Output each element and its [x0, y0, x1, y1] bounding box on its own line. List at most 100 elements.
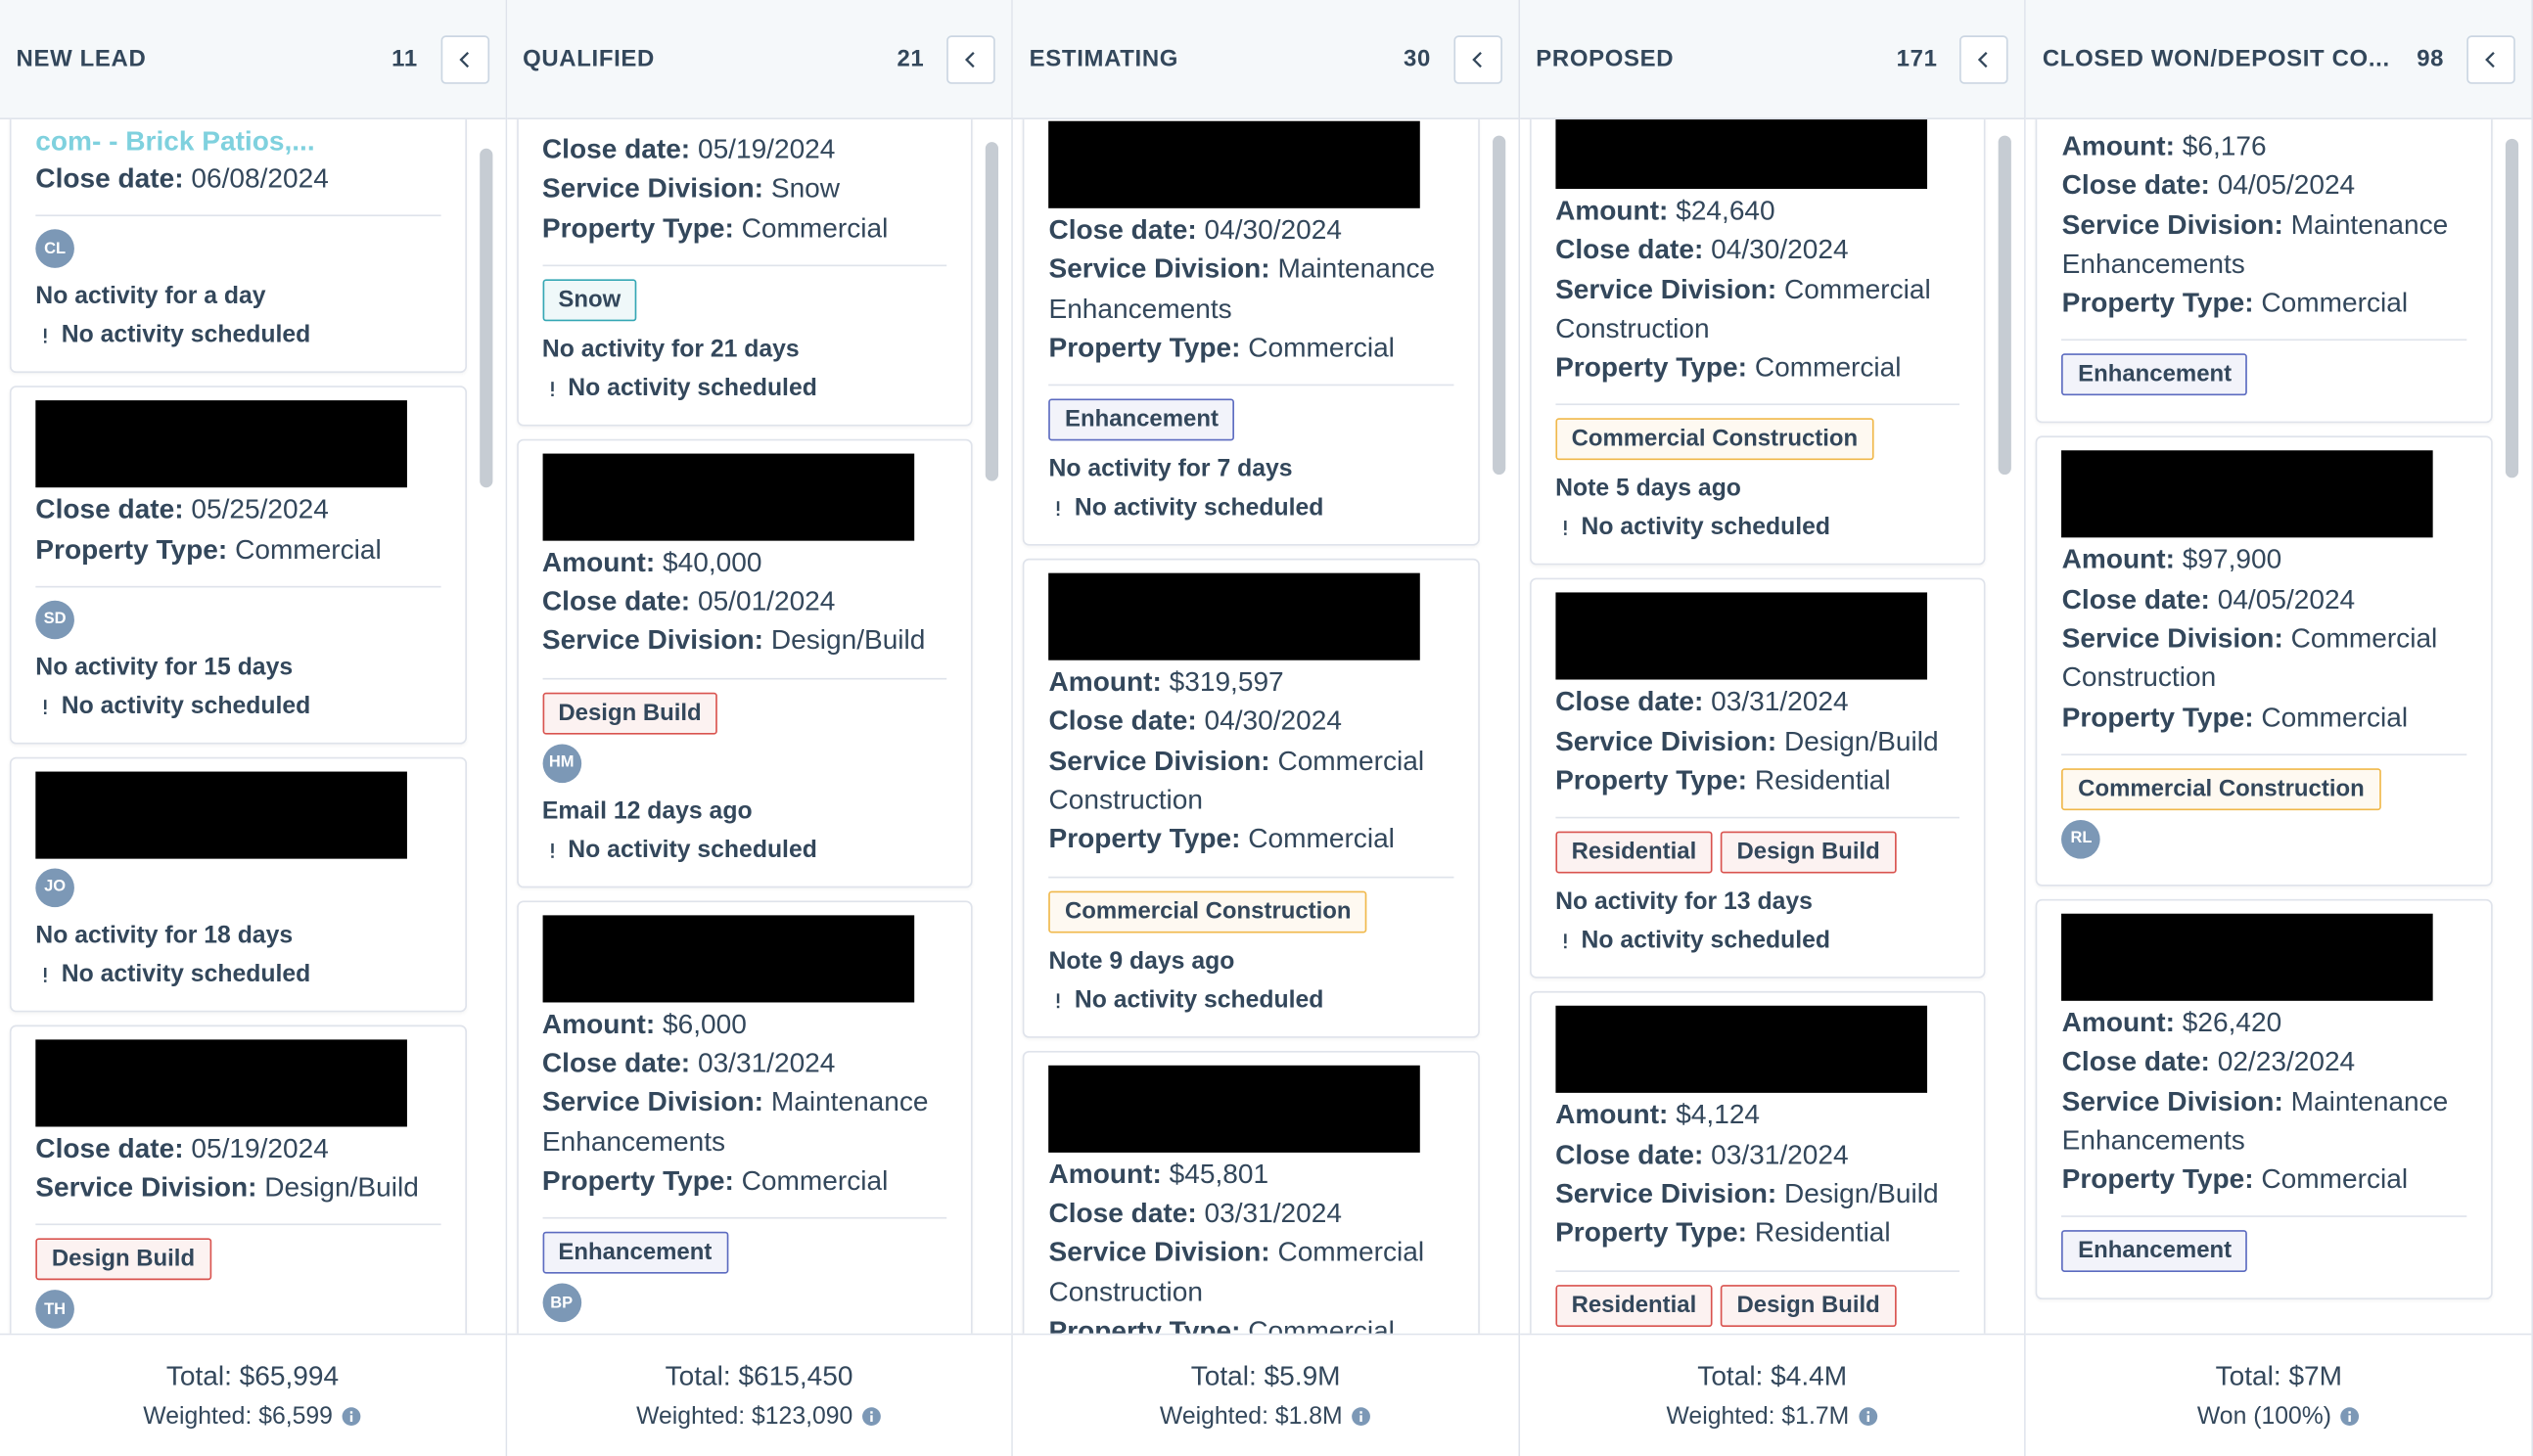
collapse-button[interactable] [2466, 34, 2515, 83]
collapse-button[interactable] [1453, 34, 1502, 83]
field-label: Amount: [1048, 666, 1162, 698]
field-value: 03/31/2024 [1711, 686, 1849, 718]
redacted-block [1048, 1065, 1421, 1153]
pipeline-column: NEW LEAD 11 com- - Brick Patios,... Close d… [0, 0, 507, 1456]
column-body: Close date: 04/30/2024 Service Division: … [1013, 119, 1519, 1334]
collapse-button[interactable] [946, 34, 996, 83]
deal-card[interactable]: Close date: 05/25/2024 Property Type: Com… [9, 386, 467, 745]
deal-card[interactable]: JO No activity for 18 days No activity sch… [9, 756, 467, 1013]
deal-card[interactable]: Close date: 05/19/2024 Service Division: … [9, 1024, 467, 1334]
field-value: 06/08/2024 [191, 162, 329, 194]
field-label: Close date: [1048, 705, 1197, 738]
field-value: Design/Build [1784, 726, 1939, 757]
deal-card[interactable]: Close date: 04/30/2024 Service Division: … [1023, 119, 1480, 546]
owner-avatar: TH [35, 1290, 74, 1330]
tag: Commercial Construction [1555, 419, 1874, 461]
field-label: Property Type: [2061, 287, 2254, 319]
scrollbar [479, 148, 492, 488]
deal-card[interactable]: com- - Brick Patios,... Close date: 06/08… [9, 119, 467, 374]
field-label: Close date: [2061, 1046, 2210, 1077]
deal-field: Service Division: Maintenance Enhancemen… [1048, 250, 1453, 329]
field-label: Close date: [2061, 583, 2210, 615]
column-total: Total: $7M [2215, 1360, 2343, 1392]
deal-field: Service Division: Commercial Constructio… [1048, 743, 1453, 821]
schedule-text: No activity scheduled [1074, 494, 1324, 523]
schedule-status: No activity scheduled [1048, 489, 1453, 528]
field-label: Close date: [1555, 1139, 1704, 1170]
field-label: Close date: [1048, 214, 1197, 246]
deal-field: Property Type: Commercial [542, 209, 947, 249]
deal-card[interactable]: Amount: $6,000 Close date: 03/31/2024 Serv… [516, 900, 973, 1334]
field-value: $319,597 [1169, 666, 1284, 698]
divider [35, 214, 440, 217]
field-label: Close date: [1555, 686, 1704, 718]
deal-card[interactable]: Amount: $26,420 Close date: 02/23/2024 Ser… [2036, 898, 2493, 1300]
deal-card[interactable]: Amount: $6,176 Close date: 04/05/2024 Serv… [2036, 119, 2493, 425]
field-value: Commercial [2261, 702, 2409, 733]
field-value: Commercial [1248, 823, 1395, 855]
deal-card[interactable]: Amount: $45,801 Close date: 03/31/2024 Ser… [1023, 1050, 1480, 1334]
deal-field: Close date: 02/23/2024 [2062, 1043, 2467, 1082]
collapse-button[interactable] [1959, 34, 2009, 83]
chevron-icon [2485, 51, 2495, 68]
activity-text: Note 9 days ago [1048, 946, 1235, 975]
divider [2061, 753, 2467, 756]
deal-field: Property Type: Residential [1555, 1214, 1960, 1253]
field-value: 04/30/2024 [1711, 234, 1849, 266]
tag-row: Commercial Construction [1048, 890, 1453, 933]
scrollbar [1492, 135, 1505, 476]
tag: Snow [541, 279, 637, 322]
field-label: Service Division: [541, 1086, 764, 1118]
deal-card[interactable]: Amount: $40,000 Close date: 05/01/2024 Ser… [516, 438, 973, 887]
deal-card[interactable]: Amount: $24,640 Close date: 04/30/2024 Ser… [1529, 119, 1987, 567]
column-body: Amount: $24,640 Close date: 04/30/2024 Ser… [1519, 119, 2025, 1334]
owner-avatar: BP [541, 1283, 581, 1323]
tag: Design Build [1721, 1284, 1897, 1327]
deal-field: Property Type: Commercial [542, 1162, 947, 1202]
activity-status: No activity for 7 days [1048, 451, 1453, 490]
redacted-block [1048, 572, 1421, 661]
column-weighted: Weighted: $1.7M [1520, 1403, 2025, 1431]
field-value: Residential [1754, 1217, 1891, 1249]
field-value: Residential [1754, 765, 1891, 796]
deal-card[interactable]: Close date: 05/19/2024 Service Division: … [516, 119, 973, 427]
field-value: Commercial [1754, 351, 1902, 384]
tag: Enhancement [2061, 1230, 2248, 1273]
activity-status: Email 12 days ago [542, 793, 947, 832]
field-value: 03/31/2024 [1711, 1139, 1849, 1170]
field-label: Property Type: [2061, 1163, 2254, 1196]
schedule-status: No activity scheduled [1555, 509, 1960, 548]
deal-field: Property Type: Commercial [35, 530, 440, 569]
deal-field: Close date: 05/01/2024 [542, 583, 947, 622]
deal-field: Close date: 03/31/2024 [542, 1044, 947, 1083]
column-footer: Total: $5.9M Weighted: $1.8M [1013, 1333, 1519, 1456]
chevron-icon [965, 51, 975, 68]
tag-row: Enhancement [2061, 1230, 2467, 1273]
deal-field: Amount: $40,000 [542, 544, 947, 583]
column-total: Total: $4.4M [1697, 1360, 1848, 1392]
schedule-status: No activity scheduled [542, 370, 947, 409]
field-label: Property Type: [2061, 702, 2254, 733]
field-label: Amount: [2061, 544, 2175, 576]
owner-avatar: SD [35, 600, 74, 640]
activity-status: No activity for a day [35, 278, 440, 317]
deal-card[interactable]: Amount: $97,900 Close date: 04/05/2024 Ser… [2036, 436, 2493, 887]
deal-card[interactable]: Amount: $4,124 Close date: 03/31/2024 Serv… [1529, 991, 1987, 1334]
column-title: CLOSED WON/DEPOSIT CO... [2042, 46, 2390, 72]
collapse-button[interactable] [439, 34, 489, 83]
field-value: $6,176 [2182, 130, 2267, 161]
pipeline-column: ESTIMATING 30 Close date: 04/30/2024 Servic… [1013, 0, 1520, 1456]
owner-avatar: JO [35, 868, 74, 907]
activity-text: No activity for 15 days [35, 653, 294, 681]
field-label: Close date: [35, 1132, 184, 1164]
tag-row: Enhancement [541, 1232, 947, 1275]
deal-card[interactable]: Close date: 03/31/2024 Service Division: … [1529, 578, 1987, 979]
deal-field: Amount: $6,176 [2062, 127, 2467, 166]
deal-field: Service Division: Design/Build [35, 1169, 440, 1208]
field-value: Commercial Construction [1048, 745, 1425, 816]
deal-card[interactable]: Amount: $319,597 Close date: 04/30/2024 Se… [1023, 559, 1480, 1038]
tag: Design Build [541, 692, 718, 735]
field-label: Amount: [541, 1008, 656, 1040]
field-label: Property Type: [1048, 332, 1241, 364]
divider [541, 1217, 947, 1219]
